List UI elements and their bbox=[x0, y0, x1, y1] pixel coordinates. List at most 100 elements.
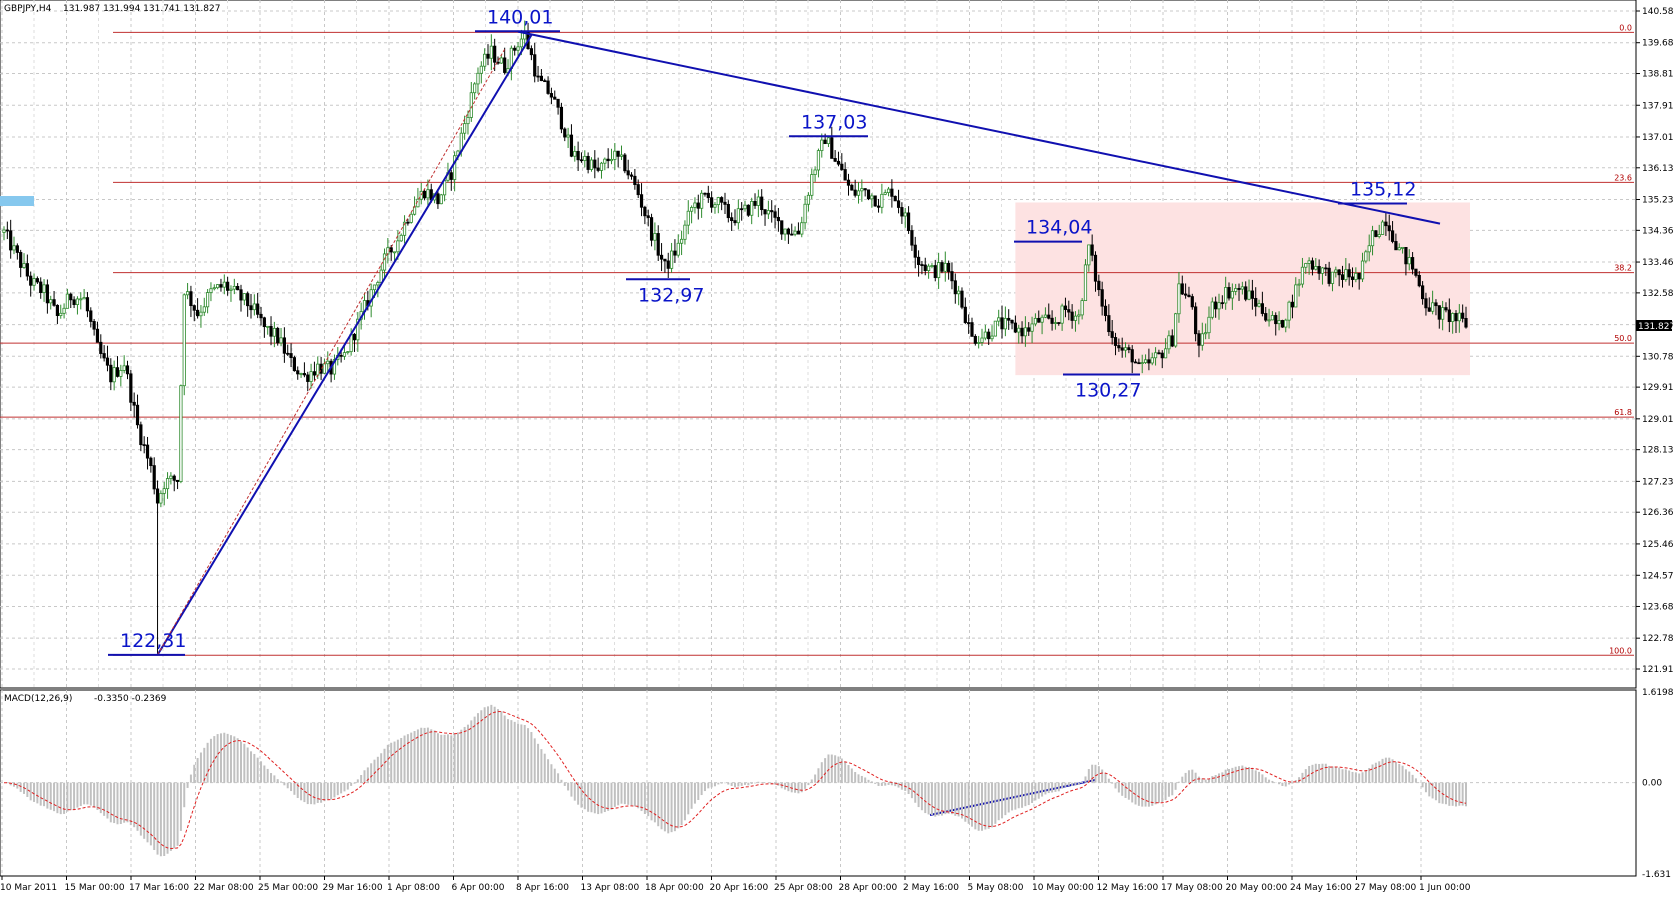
candle-body bbox=[653, 233, 657, 241]
chart-header-ohlc: 131.987 131.994 131.741 131.827 bbox=[63, 4, 220, 14]
candle-body bbox=[1250, 290, 1254, 299]
candle-body bbox=[1410, 257, 1415, 270]
candle-body bbox=[770, 210, 774, 213]
candle-body bbox=[596, 167, 600, 171]
price-axis-label: 140.585 bbox=[1642, 7, 1674, 17]
fib-anchor-line bbox=[157, 48, 506, 656]
candle-body bbox=[1020, 327, 1024, 337]
candle-body bbox=[142, 444, 146, 447]
candle-body bbox=[726, 203, 730, 219]
candle-body bbox=[62, 307, 66, 314]
candle-body bbox=[700, 192, 704, 209]
candle-body bbox=[242, 293, 246, 301]
candle-body bbox=[863, 188, 867, 191]
candle-body bbox=[713, 204, 717, 208]
candle-body bbox=[1170, 335, 1174, 347]
candle-body bbox=[342, 352, 347, 357]
trend-lines bbox=[156, 30, 1441, 816]
candlestick-series bbox=[2, 20, 1468, 655]
candle-body bbox=[192, 305, 196, 311]
candle-body bbox=[389, 247, 393, 253]
candle-body bbox=[1264, 313, 1268, 321]
candle-body bbox=[820, 139, 824, 152]
candle-body bbox=[1310, 260, 1315, 270]
candle-body bbox=[589, 159, 594, 170]
time-axis-label: 25 Apr 08:00 bbox=[774, 883, 833, 893]
candle-body bbox=[1180, 283, 1184, 295]
candle-body bbox=[169, 475, 173, 479]
candle-body bbox=[756, 196, 760, 206]
fib-level-label: 100.0 bbox=[1609, 646, 1632, 655]
candle-body bbox=[563, 128, 567, 138]
current-price-tag: 131.827 bbox=[1638, 322, 1674, 332]
candle-body bbox=[479, 65, 483, 74]
time-axis-label: 1 Apr 08:00 bbox=[387, 883, 440, 893]
time-axis-label: 6 Apr 00:00 bbox=[452, 883, 505, 893]
candle-body bbox=[586, 155, 590, 170]
candle-body bbox=[753, 200, 757, 206]
candle-body bbox=[1174, 313, 1178, 347]
candle-body bbox=[422, 190, 427, 199]
candle-body bbox=[1340, 274, 1345, 280]
candle-body bbox=[686, 210, 690, 226]
candle-body bbox=[836, 160, 841, 165]
price-axis-label: 137.910 bbox=[1642, 101, 1674, 111]
candle-body bbox=[182, 294, 186, 387]
candle-body bbox=[1350, 276, 1355, 280]
candle-body bbox=[15, 245, 19, 253]
candle-body bbox=[272, 327, 276, 337]
candle-body bbox=[339, 354, 343, 357]
candle-body bbox=[139, 424, 143, 446]
candle-body bbox=[99, 341, 103, 354]
candle-body bbox=[1267, 319, 1271, 322]
candle-body bbox=[1060, 305, 1064, 324]
candle-body bbox=[746, 204, 750, 216]
candle-body bbox=[9, 230, 13, 251]
candle-body bbox=[82, 297, 86, 300]
candle-body bbox=[1227, 287, 1231, 299]
candle-body bbox=[1377, 234, 1381, 237]
macd-axis-label: 0.00 bbox=[1642, 779, 1662, 789]
fibonacci-levels: 0.0 23.6 38.2 50.0 61.8 100.0 bbox=[0, 23, 1634, 656]
time-axis: 10 Mar 2011 15 Mar 00:00 17 Mar 16:00 22 Ma… bbox=[0, 876, 1471, 893]
candle-body bbox=[973, 335, 977, 344]
candle-body bbox=[262, 317, 266, 328]
candle-body bbox=[636, 184, 640, 196]
candle-body bbox=[546, 80, 550, 94]
candle-body bbox=[5, 229, 9, 232]
candle-body bbox=[1204, 332, 1208, 335]
candle-body bbox=[896, 200, 901, 208]
candle-body bbox=[175, 479, 180, 482]
candle-body bbox=[940, 262, 944, 272]
candle-body bbox=[232, 285, 236, 290]
candle-body bbox=[990, 335, 994, 340]
candle-body bbox=[436, 193, 440, 205]
candle-body bbox=[1200, 333, 1204, 346]
candle-body bbox=[906, 212, 911, 231]
candle-body bbox=[1077, 314, 1081, 317]
candle-body bbox=[1407, 257, 1411, 265]
candle-body bbox=[783, 228, 787, 235]
candle-body bbox=[573, 150, 577, 157]
candle-body bbox=[1334, 269, 1338, 273]
candle-body bbox=[937, 262, 941, 278]
candle-body bbox=[1037, 317, 1041, 323]
candle-body bbox=[292, 357, 296, 372]
candle-body bbox=[609, 158, 614, 162]
candle-body bbox=[903, 212, 907, 217]
candle-body bbox=[489, 45, 493, 59]
candle-body bbox=[1414, 268, 1418, 276]
candle-body bbox=[1033, 317, 1038, 325]
candle-body bbox=[1143, 359, 1148, 363]
candle-body bbox=[1374, 230, 1378, 237]
candle-body bbox=[69, 293, 73, 301]
time-axis-label: 29 Mar 16:00 bbox=[323, 883, 383, 893]
candle-body bbox=[1434, 302, 1438, 307]
candle-body bbox=[796, 230, 801, 235]
candle-body bbox=[493, 45, 497, 63]
price-axis-label: 123.685 bbox=[1642, 602, 1674, 612]
candle-body bbox=[873, 195, 877, 207]
candle-body bbox=[52, 299, 56, 306]
candle-body bbox=[776, 216, 780, 222]
